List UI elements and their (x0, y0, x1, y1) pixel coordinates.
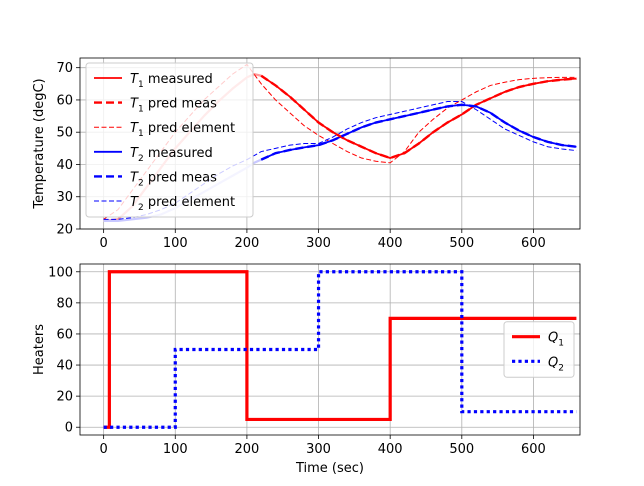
x-tick-label: 300 (306, 236, 331, 251)
y-tick-label: 40 (56, 158, 73, 173)
series-line-q2 (103, 270, 577, 429)
x-tick-label: 200 (234, 236, 259, 251)
data-area (103, 270, 577, 429)
legend-entry: T2 measured (130, 146, 213, 164)
series-line-t2-pred-meas (260, 103, 577, 161)
x-tick-label: 400 (378, 442, 403, 457)
x-tick-label: 0 (99, 442, 107, 457)
x-axis-label: Time (sec) (295, 461, 364, 476)
legend-entry: T1 measured (130, 72, 213, 90)
y-tick-label: 0 (65, 421, 73, 436)
x-tick-label: 200 (234, 442, 259, 457)
y-tick-label: 20 (56, 390, 73, 405)
x-tick-label: 600 (521, 236, 546, 251)
axes-frame (79, 57, 581, 230)
legend-entry: T1 pred meas (130, 97, 217, 115)
axes-frame (79, 263, 581, 436)
legend: T1 measured T1 pred meas T1 pred element T2… (85, 62, 254, 218)
series-line-q1 (103, 270, 577, 429)
y-tick-label: 100 (48, 265, 73, 280)
legend-box (85, 62, 254, 218)
legend-entry: T2 pred element (130, 195, 235, 213)
x-tick-label: 500 (449, 236, 474, 251)
y-tick-label: 40 (56, 359, 73, 374)
x-tick-label: 400 (378, 236, 403, 251)
temperature-plot: 0 100 200 300 400 500 600 20 30 40 50 60 70 Temperatu… (32, 57, 581, 251)
x-tick-label: 600 (521, 442, 546, 457)
x-tick-label: 300 (306, 442, 331, 457)
y-tick-label: 60 (56, 93, 73, 108)
legend-entry: T1 pred element (130, 121, 235, 139)
x-tick-label: 500 (449, 442, 474, 457)
legend-entry: T2 pred meas (130, 170, 217, 188)
heaters-plot: 0 100 200 300 400 500 600 0 20 40 60 80 100 Heaters Ti… (32, 263, 581, 476)
legend-entry: Q2 (548, 355, 564, 373)
y-tick-label: 20 (56, 223, 73, 238)
y-tick-label: 80 (56, 296, 73, 311)
series-line-t1-pred-meas (260, 74, 577, 160)
y-tick-label: 50 (56, 126, 73, 141)
x-tick-label: 0 (99, 236, 107, 251)
x-tick-label: 100 (163, 442, 188, 457)
y-axis-label: Temperature (degC) (32, 78, 47, 209)
y-axis-label: Heaters (32, 324, 47, 375)
legend-entry: Q1 (548, 331, 564, 349)
y-tick-label: 30 (56, 190, 73, 205)
y-tick-label: 70 (56, 61, 73, 76)
x-tick-label: 100 (163, 236, 188, 251)
y-tick-label: 60 (56, 327, 73, 342)
